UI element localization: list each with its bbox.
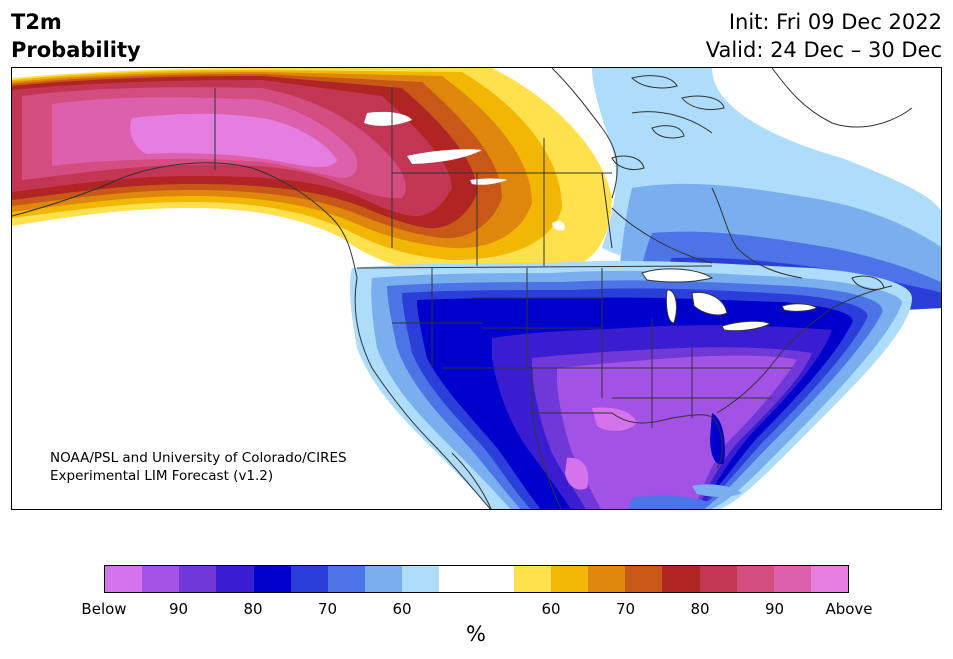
colorbar-segment [365,566,403,592]
political-borders [12,68,913,509]
colorbar-segment [290,566,328,592]
colorbar-tick-label: 70 [615,600,636,618]
colorbar-segment [253,566,291,592]
colorbar-tick-label: Below [81,600,127,618]
colorbar-tick-label: 70 [317,600,338,618]
great-slave-lake [407,149,482,164]
valid-range: Valid: 24 Dec – 30 Dec [705,38,942,62]
map-title: T2m Probability [11,8,141,64]
colorbar-segment [439,566,477,592]
colorbar-segment [476,566,514,592]
great-lakes [641,268,818,332]
colorbar-unit: % [466,622,486,646]
colorbar-segment [699,566,737,592]
colorbar-segment [179,566,217,592]
colorbar-tick-label: 80 [690,600,710,618]
colorbar-segment [105,566,143,592]
caribbean-cold-patch [627,495,712,509]
great-bear-lake [364,111,412,126]
greenland-area [712,68,941,163]
colorbar-tick-label: 60 [392,600,412,618]
lake-winnipeg [552,220,565,231]
colorbar-segment [662,566,700,592]
colorbar-segment [402,566,440,592]
map-canvas [12,68,941,509]
colorbar-segment [327,566,366,592]
colorbar-segment [216,566,254,592]
colorbar-segment [625,566,663,592]
init-date: Init: Fri 09 Dec 2022 [728,10,942,34]
title-variable: T2m [11,10,62,34]
colorbar-segment [736,566,774,592]
islands [611,75,885,291]
colorbar-tick-label: 60 [541,600,561,618]
colorbar-tick-label: 90 [764,600,785,618]
colorbar-segment [550,566,589,592]
cold-anomaly-region [349,260,912,509]
colorbar-segment [142,566,180,592]
colorbar-segment [773,566,811,592]
colorbar-tick-label: Above [825,600,873,618]
credit-line-1: NOAA/PSL and University of Colorado/CIRE… [50,450,347,466]
title-product: Probability [11,38,141,62]
colorbar-segment [588,566,626,592]
map-dates: Init: Fri 09 Dec 2022 Valid: 24 Dec – 30… [706,8,942,64]
colorbar-segment [810,566,849,592]
colorbar-tick-label: 90 [168,600,189,618]
probability-colorbar [104,565,849,593]
colorbar-segment [513,566,551,592]
map-credit: NOAA/PSL and University of Colorado/CIRE… [50,449,347,485]
lake-athabasca [470,178,507,185]
forecast-map: NOAA/PSL and University of Colorado/CIRE… [11,67,942,510]
credit-line-2: Experimental LIM Forecast (v1.2) [50,468,274,484]
colorbar-tick-label: 80 [243,600,263,618]
warm-anomaly-region [12,68,612,273]
cuba-cool-patch [692,484,742,497]
